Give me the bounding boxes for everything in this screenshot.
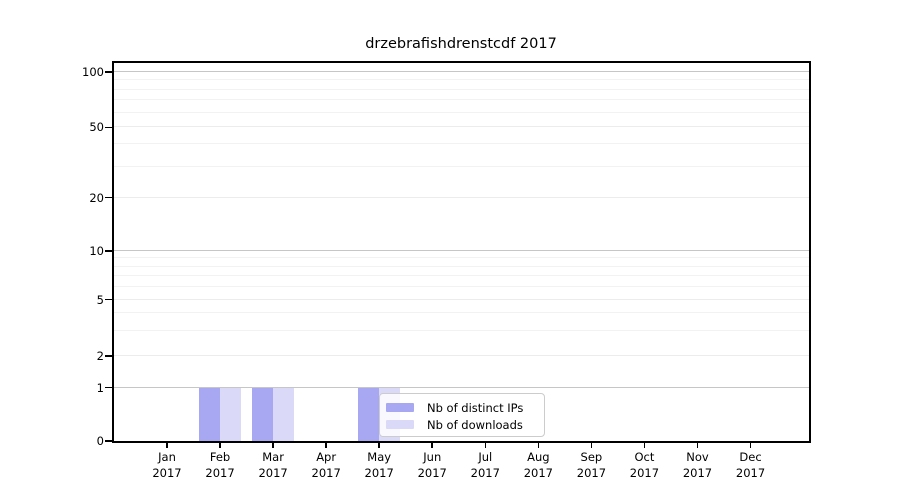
- x-tick-label-11: Dec 2017: [735, 450, 766, 480]
- gridline-minor-y-90: [114, 79, 809, 81]
- x-tick-label-0: Jan 2017: [152, 450, 182, 480]
- y-tick-mark-20: [105, 196, 112, 199]
- x-tick-label-4: May 2017: [364, 450, 394, 480]
- legend-item-downloads: Nb of downloads: [386, 416, 538, 433]
- gridline-y-20: [114, 196, 809, 198]
- gridline-minor-y-8: [114, 265, 809, 267]
- x-tick-mark-7: [537, 443, 540, 448]
- bar-distinct-ips-2: [252, 387, 274, 441]
- x-tick-mark-9: [643, 443, 646, 448]
- y-tick-mark-1: [105, 386, 112, 389]
- gridline-y-100: [114, 70, 809, 72]
- x-tick-mark-3: [325, 443, 327, 448]
- y-tick-label-1: 1: [96, 380, 104, 395]
- x-tick-label-3: Apr 2017: [311, 450, 341, 480]
- x-tick-mark-4: [378, 443, 380, 448]
- gridline-minor-y-4: [114, 312, 809, 314]
- legend-swatch-downloads-icon: [386, 420, 414, 429]
- x-tick-label-1: Feb 2017: [205, 450, 235, 480]
- gridline-minor-y-70: [114, 99, 809, 101]
- y-tick-label-50: 50: [89, 120, 104, 135]
- gridline-minor-y-9: [114, 257, 809, 259]
- x-tick-label-5: Jun 2017: [417, 450, 447, 480]
- y-tick-mark-100: [105, 71, 112, 73]
- x-tick-mark-11: [749, 443, 752, 448]
- plot-area: Nb of distinct IPs Nb of downloads: [112, 61, 811, 443]
- legend: Nb of distinct IPs Nb of downloads: [379, 393, 545, 437]
- bar-downloads-1: [220, 387, 242, 441]
- x-tick-mark-8: [590, 443, 593, 448]
- y-tick-label-10: 10: [89, 244, 104, 259]
- legend-label-distinct-ips: Nb of distinct IPs: [427, 400, 524, 415]
- gridline-minor-y-7: [114, 274, 809, 276]
- x-tick-label-9: Oct 2017: [629, 450, 660, 480]
- y-tick-mark-0: [105, 440, 112, 442]
- x-tick-label-8: Sep 2017: [576, 450, 607, 480]
- gridline-y-1: [114, 386, 809, 388]
- gridline-minor-y-6: [114, 285, 809, 287]
- gridline-minor-y-3: [114, 329, 809, 331]
- x-tick-label-2: Mar 2017: [258, 450, 288, 480]
- x-tick-mark-2: [272, 443, 274, 448]
- y-tick-label-0: 0: [96, 434, 104, 448]
- x-tick-mark-5: [431, 443, 434, 448]
- bar-distinct-ips-1: [199, 387, 221, 441]
- y-tick-mark-10: [105, 250, 112, 252]
- legend-swatch-distinct-ips-icon: [386, 403, 414, 412]
- gridline-minor-y-60: [114, 111, 809, 113]
- y-tick-label-100: 100: [82, 64, 104, 79]
- y-tick-label-20: 20: [89, 190, 104, 205]
- x-tick-label-7: Aug 2017: [523, 450, 553, 480]
- y-tick-label-2: 2: [96, 348, 104, 363]
- gridline-minor-y-80: [114, 88, 809, 90]
- bar-distinct-ips-4: [358, 387, 380, 441]
- gridline-y-5: [114, 298, 809, 300]
- y-tick-mark-2: [105, 355, 112, 357]
- x-tick-mark-0: [166, 443, 168, 448]
- x-tick-label-6: Jul 2017: [470, 450, 500, 480]
- y-tick-label-5: 5: [96, 292, 104, 307]
- y-tick-mark-50: [105, 126, 112, 129]
- legend-item-distinct-ips: Nb of distinct IPs: [386, 399, 538, 416]
- gridline-minor-y-40: [114, 143, 809, 145]
- x-tick-mark-10: [696, 443, 699, 448]
- legend-label-downloads: Nb of downloads: [427, 417, 523, 432]
- x-tick-label-10: Nov 2017: [682, 450, 713, 480]
- gridline-y-2: [114, 354, 809, 356]
- x-tick-mark-1: [219, 443, 221, 448]
- gridline-minor-y-30: [114, 165, 809, 167]
- bar-downloads-2: [273, 387, 295, 441]
- x-tick-mark-6: [484, 443, 487, 448]
- chart-title: drzebrafishdrenstcdf 2017: [365, 36, 557, 52]
- gridline-y-50: [114, 126, 809, 128]
- y-tick-mark-5: [105, 298, 112, 301]
- gridline-y-10: [114, 250, 809, 252]
